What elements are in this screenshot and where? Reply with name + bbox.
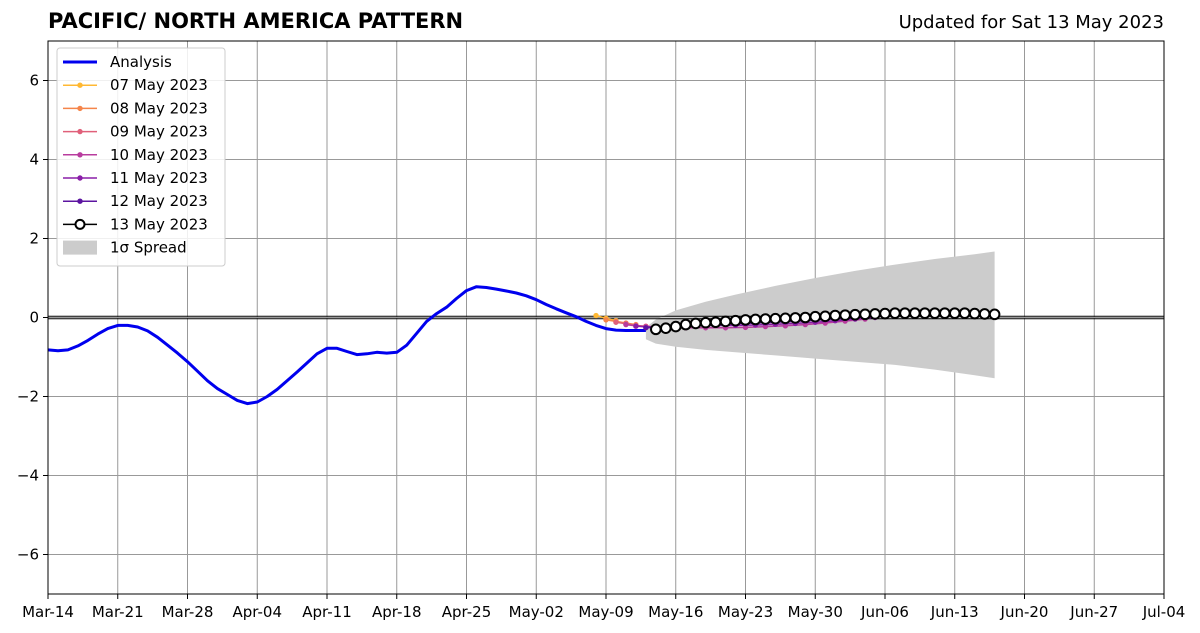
latest-forecast-point <box>679 318 692 331</box>
x-tick-label: Mar-14 <box>22 603 74 621</box>
legend-label: 13 May 2023 <box>110 215 208 233</box>
latest-forecast-point <box>958 307 971 319</box>
legend-swatch-marker <box>77 128 83 135</box>
legend-label: Analysis <box>110 53 172 71</box>
latest-forecast-point <box>879 307 891 320</box>
chart-subtitle: Updated for Sat 13 May 2023 <box>898 12 1164 33</box>
latest-forecast-point <box>909 307 921 319</box>
y-axis-ticks: −6 −4 −2 0 2 4 6 <box>17 72 48 564</box>
x-tick-label: May-30 <box>788 603 843 621</box>
latest-forecast-point <box>650 323 662 336</box>
legend-label: 10 May 2023 <box>110 146 208 164</box>
latest-forecast-point <box>829 309 841 322</box>
latest-forecast-point <box>809 310 822 323</box>
latest-forecast-point <box>779 312 792 325</box>
latest-forecast-point <box>699 316 712 329</box>
x-tick-label: May-16 <box>648 603 703 621</box>
legend-label: 07 May 2023 <box>110 76 208 94</box>
latest-forecast-point <box>739 314 752 326</box>
x-tick-label: Jun-27 <box>1069 603 1118 621</box>
y-tick-label: −4 <box>17 467 39 485</box>
forecast-point <box>643 325 649 331</box>
legend-box <box>56 47 226 267</box>
latest-forecast-point <box>919 307 931 319</box>
latest-forecast-point <box>719 315 732 328</box>
latest-forecast-point <box>889 307 901 319</box>
y-tick-label: 4 <box>29 151 39 169</box>
latest-forecast-point <box>799 311 812 324</box>
latest-forecast-point <box>659 322 672 334</box>
latest-forecast-point <box>729 314 742 327</box>
legend-swatch-marker <box>77 105 83 112</box>
legend-label: 11 May 2023 <box>110 169 208 187</box>
latest-forecast-point <box>938 307 951 319</box>
latest-forecast-point <box>849 308 861 321</box>
legend-label: 12 May 2023 <box>110 192 208 210</box>
x-tick-label: May-23 <box>718 603 773 621</box>
legend-swatch-marker <box>77 198 83 204</box>
legend-swatch-marker <box>77 82 83 88</box>
legend-label: 08 May 2023 <box>110 99 208 117</box>
y-tick-label: −2 <box>17 388 39 406</box>
x-tick-label: May-02 <box>509 603 564 621</box>
x-tick-label: Jun-20 <box>1000 603 1049 621</box>
latest-forecast-point <box>948 307 961 319</box>
latest-forecast-point <box>749 313 762 326</box>
chart-title: PACIFIC/ NORTH AMERICA PATTERN <box>48 9 464 33</box>
forecast-point <box>623 321 629 328</box>
latest-forecast-point <box>859 308 871 321</box>
legend-label: 1σ Spread <box>110 239 187 257</box>
x-tick-label: May-09 <box>578 603 633 621</box>
latest-forecast-point <box>669 320 682 333</box>
latest-forecast-point <box>709 316 722 329</box>
forecast-point <box>593 312 599 319</box>
x-tick-label: Apr-11 <box>302 603 352 621</box>
y-tick-label: −6 <box>17 546 39 564</box>
legend-swatch-marker <box>77 152 83 158</box>
legend-swatch-marker <box>77 175 83 181</box>
forecast-point <box>603 317 609 323</box>
latest-forecast-point <box>899 307 911 319</box>
forecast-point <box>613 319 619 325</box>
x-tick-label: Jun-06 <box>860 603 909 621</box>
x-tick-label: Jul-04 <box>1142 603 1186 621</box>
latest-forecast-point <box>988 308 1001 321</box>
legend-label: 09 May 2023 <box>110 123 208 141</box>
x-tick-label: Jun-13 <box>930 603 979 621</box>
legend-swatch-spread <box>63 240 97 255</box>
x-tick-label: Mar-21 <box>92 603 144 621</box>
latest-forecast-point <box>929 307 941 319</box>
x-tick-label: Mar-28 <box>162 603 214 621</box>
legend-swatch-marker <box>74 218 86 230</box>
forecast-line <box>605 319 637 326</box>
latest-forecast-point <box>789 312 802 324</box>
y-tick-label: 6 <box>29 72 39 90</box>
latest-forecast-point <box>819 310 832 323</box>
y-tick-label: 2 <box>29 230 39 248</box>
analysis-line <box>47 285 646 406</box>
latest-forecast-point <box>759 313 772 325</box>
x-tick-label: Apr-25 <box>442 603 492 621</box>
series-layer <box>47 285 1001 406</box>
forecast-point <box>633 323 639 329</box>
latest-forecast-point <box>978 308 991 320</box>
y-tick-label: 0 <box>29 309 39 327</box>
latest-forecast-point <box>689 317 702 330</box>
legend: Analysis 07 May 2023 08 May 2023 09 May 202… <box>56 47 226 267</box>
x-tick-label: Apr-04 <box>233 603 283 621</box>
latest-forecast-point <box>769 312 782 325</box>
x-axis-ticks: Mar-14 Mar-21 Mar-28 Apr-04 Apr-11 Apr-18 Apr-… <box>22 594 1185 621</box>
latest-forecast-point <box>968 307 981 320</box>
latest-forecast-point <box>839 309 851 321</box>
x-tick-label: Apr-18 <box>372 603 422 621</box>
latest-forecast-point <box>869 308 881 320</box>
